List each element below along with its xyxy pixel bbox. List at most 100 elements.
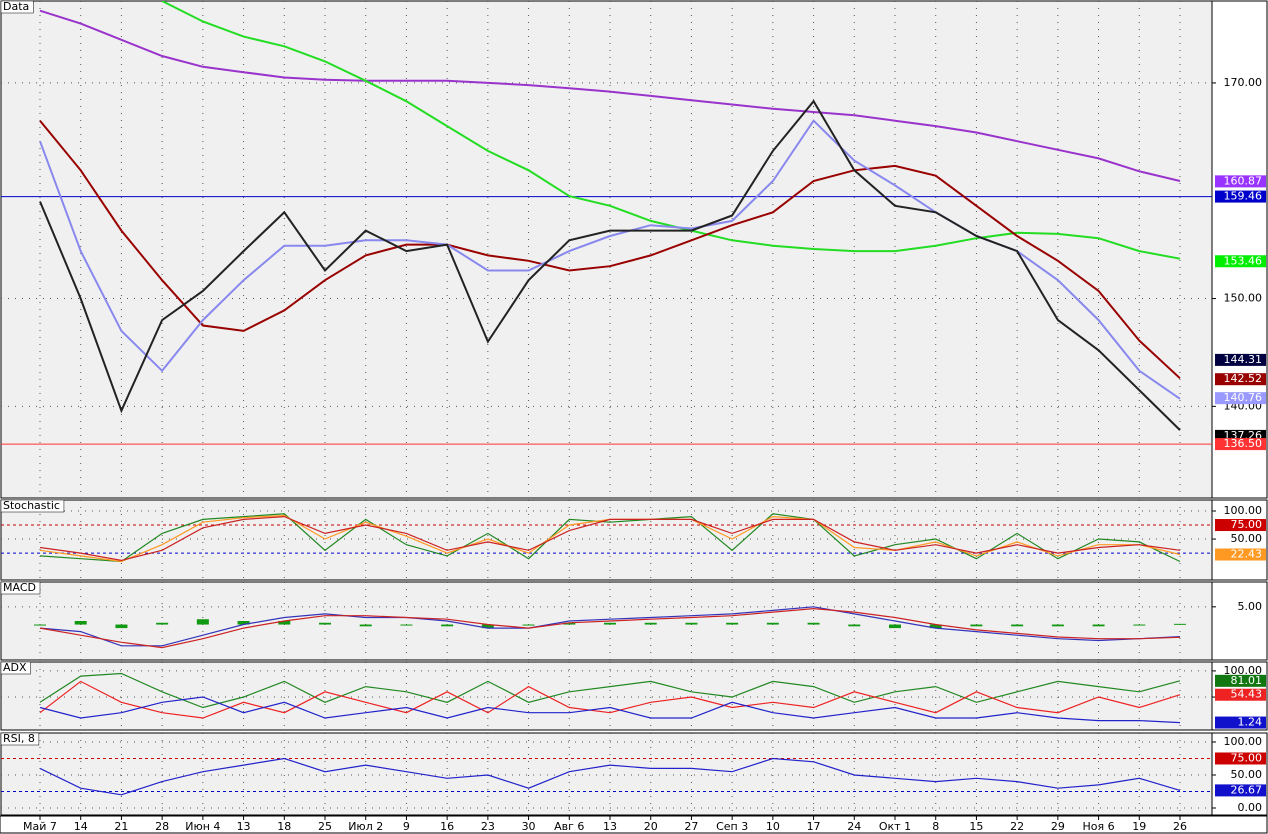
histogram-bar (1011, 624, 1024, 627)
x-tick-label: 13 (603, 820, 617, 833)
panel-title-box (0, 661, 31, 675)
histogram-bar (726, 622, 739, 625)
panel-title: RSI, 8 (3, 732, 35, 745)
price-marker-label: 54.43 (1231, 688, 1263, 701)
histogram-bar (196, 619, 209, 625)
histogram-bar (1174, 623, 1186, 625)
histogram-bar (889, 624, 901, 629)
series-line (39, 757, 1181, 796)
price-marker (1215, 548, 1266, 561)
histogram-bar (115, 624, 128, 629)
series-line (39, 9, 1181, 182)
x-tick-label: Июн 4 (185, 820, 220, 833)
x-tick-label: 24 (847, 820, 861, 833)
axis-background (1211, 0, 1268, 499)
price-marker-label: 26.67 (1231, 783, 1263, 796)
panel-background (0, 0, 1213, 499)
plot (1, 733, 1212, 815)
series-line (39, 515, 1181, 562)
price-marker (1215, 392, 1266, 405)
x-tick-label: 13 (237, 820, 251, 833)
histogram-bar (766, 622, 779, 625)
x-tick-label: 23 (481, 820, 495, 833)
x-tick-label: Ноя 6 (1083, 820, 1115, 833)
histogram-bar (848, 624, 861, 627)
y-tick-label: 100.00 (1224, 735, 1263, 748)
x-tick-label: 29 (1051, 820, 1065, 833)
series-line (39, 606, 1181, 647)
histogram-bar (970, 624, 983, 627)
price-marker (1215, 674, 1266, 687)
plot (1, 500, 1212, 580)
series-line (39, 99, 1181, 431)
price-marker (1215, 519, 1266, 532)
panel-title-box (0, 499, 65, 513)
x-tick-label: Июл 2 (348, 820, 383, 833)
panel-background (0, 661, 1213, 731)
axis-background (1211, 581, 1268, 661)
x-tick-label: 22 (1010, 820, 1024, 833)
histogram-bar (237, 621, 250, 625)
series-line (161, 1, 1181, 260)
price-marker (1215, 752, 1266, 765)
x-tick-label: 16 (440, 820, 454, 833)
price-marker-label: 153.46 (1224, 254, 1263, 267)
x-tick-label: 20 (644, 820, 658, 833)
histogram-bar (1092, 624, 1105, 627)
histogram-bar (319, 622, 331, 625)
y-tick-label: 50.00 (1231, 532, 1263, 545)
price-marker (1215, 784, 1266, 797)
panel-title: Data (3, 0, 29, 13)
x-tick-label: Май 7 (23, 820, 57, 833)
x-tick-label: 30 (522, 820, 536, 833)
histogram-bar (522, 624, 535, 626)
price-marker-label: 159.46 (1224, 190, 1263, 203)
x-tick-label: Окт 1 (879, 820, 911, 833)
x-tick-label: 25 (318, 820, 332, 833)
y-tick-label: 170.00 (1224, 76, 1263, 89)
panel-background (0, 732, 1213, 816)
price-marker (1215, 353, 1266, 366)
histogram-bar (563, 622, 576, 625)
x-tick-label: 19 (1132, 820, 1146, 833)
x-tick-label: 9 (403, 820, 410, 833)
panel-title: Stochastic (3, 499, 60, 512)
series-line (39, 607, 1181, 649)
y-tick-label: 100.00 (1224, 504, 1263, 517)
histogram-bar (807, 622, 820, 625)
x-tick-label: 18 (277, 820, 291, 833)
x-tick-label: 17 (807, 820, 821, 833)
x-tick-label: Сеп 3 (716, 820, 748, 833)
price-marker (1215, 190, 1266, 203)
price-marker-label: 22.43 (1231, 548, 1263, 561)
price-marker-label: 1.24 (1238, 716, 1263, 729)
x-tick-label: 26 (1173, 820, 1187, 833)
histogram-bar (278, 621, 291, 625)
x-tick-label: 14 (74, 820, 88, 833)
histogram-bar (34, 624, 46, 626)
price-marker-label: 140.76 (1224, 391, 1263, 404)
histogram-bar (156, 622, 169, 625)
price-marker-label: 144.31 (1224, 353, 1263, 366)
plot (1, 662, 1212, 730)
x-tick-label: 8 (932, 820, 939, 833)
histogram-bar (685, 622, 698, 625)
price-marker (1215, 175, 1266, 188)
price-marker (1215, 255, 1266, 268)
price-marker-label: 142.52 (1224, 372, 1263, 385)
price-marker-label: 75.00 (1231, 518, 1263, 531)
histogram-bar (1051, 624, 1064, 627)
histogram-bar (441, 624, 454, 627)
panel-background (0, 499, 1213, 581)
axis-background (1211, 732, 1268, 816)
y-tick-label: 5.00 (1238, 600, 1263, 613)
axis-background (1211, 499, 1268, 581)
price-marker-label: 160.87 (1224, 174, 1263, 187)
histogram-bar (1133, 624, 1146, 626)
x-tick-label: Авг 6 (554, 820, 584, 833)
x-tick-label: 10 (766, 820, 780, 833)
histogram-bar (481, 624, 494, 629)
price-marker-label: 81.01 (1231, 674, 1263, 687)
